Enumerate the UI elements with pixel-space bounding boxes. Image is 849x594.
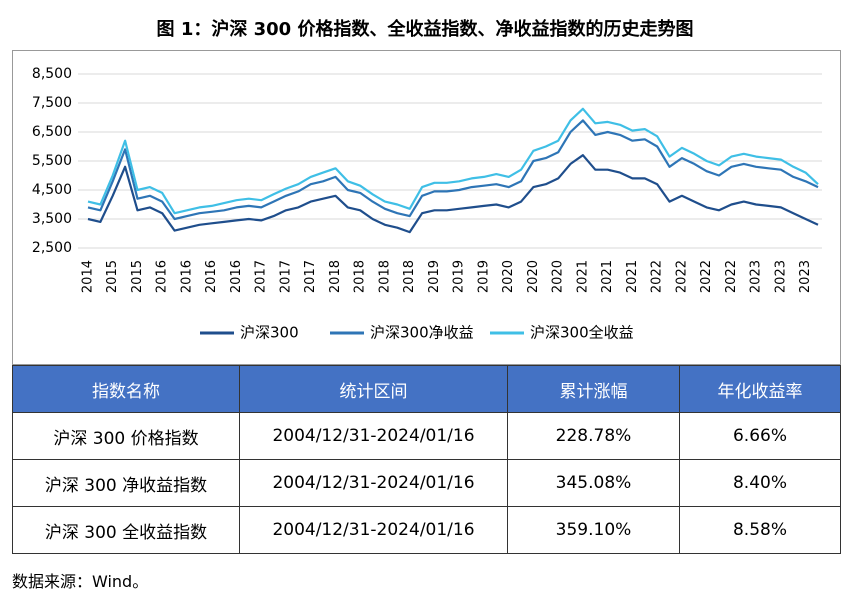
y-tick-label: 2,500	[32, 240, 72, 256]
line-series	[87, 154, 819, 234]
data-table: 指数名称 统计区间 累计涨幅 年化收益率 沪深 300 价格指数 2004/12/…	[12, 365, 841, 554]
cell: 8.58%	[679, 506, 841, 554]
x-tick-label: 2021	[625, 260, 640, 293]
row: 沪深 300 全收益指数 2004/12/31-2024/01/16 359.10%…	[12, 506, 841, 554]
row: 沪深 300 价格指数 2004/12/31-2024/01/16 228.78% 6…	[12, 412, 841, 460]
x-tick-label: 2019	[476, 260, 491, 293]
y-tick-label: 4,500	[32, 182, 72, 198]
line-series	[87, 107, 819, 215]
cell: 2004/12/31-2024/01/16	[239, 506, 508, 554]
x-tick-label: 2022	[674, 260, 689, 293]
cell: 228.78%	[507, 412, 680, 460]
y-tick-label: 5,500	[32, 153, 72, 169]
header-cell: 统计区间	[239, 365, 508, 413]
x-tick-label: 2021	[600, 260, 615, 293]
y-tick-label: 3,500	[32, 211, 72, 227]
x-tick-label: 2020	[501, 260, 516, 293]
x-tick-label: 2016	[179, 260, 194, 293]
legend-label: 沪深300全收益	[530, 324, 634, 342]
x-tick-label: 2021	[575, 260, 590, 293]
x-tick-label: 2020	[551, 260, 566, 293]
x-tick-label: 2022	[724, 260, 739, 293]
legend-label: 沪深300	[240, 324, 299, 342]
header-row: 指数名称 统计区间 累计涨幅 年化收益率	[12, 365, 841, 413]
x-tick-label: 2023	[749, 260, 764, 293]
row: 沪深 300 净收益指数 2004/12/31-2024/01/16 345.08%…	[12, 459, 841, 507]
cell: 2004/12/31-2024/01/16	[239, 459, 508, 507]
x-tick-label: 2018	[353, 260, 368, 293]
x-tick-label: 2019	[427, 260, 442, 293]
source-note: 数据来源：Wind。	[12, 572, 149, 591]
header-cell: 累计涨幅	[507, 365, 680, 413]
cell: 沪深 300 净收益指数	[12, 459, 240, 507]
x-tick-label: 2020	[526, 260, 541, 293]
x-tick-label: 2017	[254, 260, 269, 293]
chart: 图 1：沪深 300 价格指数、全收益指数、净收益指数的历史走势图 2,500 3…	[12, 18, 841, 365]
x-tick-label: 2015	[130, 260, 145, 293]
legend-label: 沪深300净收益	[370, 324, 474, 342]
x-tick-label: 2023	[773, 260, 788, 293]
x-tick-label: 2023	[798, 260, 813, 293]
cell: 8.40%	[679, 459, 841, 507]
cell: 6.66%	[679, 412, 841, 460]
y-tick-label: 6,500	[32, 124, 72, 140]
x-tick-label: 2022	[699, 260, 714, 293]
x-tick-label: 2018	[328, 260, 343, 293]
chart-frame	[12, 50, 841, 365]
header-cell: 年化收益率	[679, 365, 841, 413]
x-tick-label: 2019	[452, 260, 467, 293]
x-tick-label: 2014	[81, 260, 96, 293]
cell: 359.10%	[507, 506, 680, 554]
x-tick-label: 2016	[229, 260, 244, 293]
x-tick-label: 2018	[402, 260, 417, 293]
cell: 沪深 300 价格指数	[12, 412, 240, 460]
cell: 沪深 300 全收益指数	[12, 506, 240, 554]
y-tick-label: 7,500	[32, 95, 72, 111]
x-tick-label: 2017	[278, 260, 293, 293]
cell: 2004/12/31-2024/01/16	[239, 412, 508, 460]
x-tick-label: 2017	[303, 260, 318, 293]
x-tick-label: 2016	[204, 260, 219, 293]
y-tick-label: 8,500	[32, 66, 72, 82]
x-tick-label: 2015	[105, 260, 120, 293]
line-series	[87, 119, 819, 221]
header-cell: 指数名称	[12, 365, 240, 413]
x-tick-label: 2016	[155, 260, 170, 293]
cell: 345.08%	[507, 459, 680, 507]
chart-title: 图 1：沪深 300 价格指数、全收益指数、净收益指数的历史走势图	[157, 18, 694, 40]
x-tick-label: 2018	[377, 260, 392, 293]
x-tick-label: 2022	[650, 260, 665, 293]
